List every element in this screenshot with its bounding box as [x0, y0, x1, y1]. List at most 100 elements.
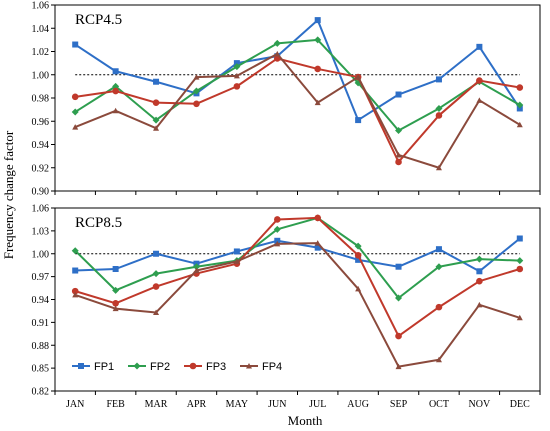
legend-label-fp1: FP1: [94, 361, 114, 373]
data-point-fp4: [193, 74, 200, 80]
y-tick-label: 0.91: [32, 318, 50, 329]
legend-marker-fp2: [133, 362, 141, 370]
data-point-fp2: [233, 63, 241, 71]
data-point-fp1: [314, 17, 321, 24]
x-tick-label: JUN: [268, 399, 286, 410]
data-point-fp2: [435, 263, 443, 271]
data-point-fp3: [233, 83, 241, 90]
legend-marker-fp4: [246, 363, 252, 369]
data-point-fp4: [153, 309, 160, 315]
data-point-fp2: [152, 116, 160, 124]
x-tick-label: JAN: [66, 399, 84, 410]
data-point-fp3: [516, 265, 524, 273]
data-point-fp2: [112, 286, 120, 294]
y-axis-label: Frequency change factor: [1, 130, 16, 259]
y-tick-label: 0.85: [32, 364, 50, 375]
y-tick-label: 1.03: [32, 226, 50, 237]
panel-title: RCP4.5: [75, 12, 122, 28]
data-point-fp4: [516, 314, 523, 321]
data-point-fp2: [71, 247, 79, 255]
data-point-fp3: [354, 251, 362, 259]
series-line-fp4: [74, 52, 521, 169]
y-tick-label: 1.02: [32, 47, 50, 58]
x-tick-label: APR: [187, 399, 207, 410]
x-tick-label: DEC: [510, 399, 530, 410]
data-point-fp1: [153, 250, 160, 257]
data-point-fp1: [516, 235, 523, 242]
data-point-fp3: [152, 283, 160, 290]
data-point-fp4: [355, 74, 362, 80]
series-line-fp3: [75, 57, 520, 163]
panel-rcp45: 0.90 0.92 0.94 0.96 0.98 1.00 1.02 1.04 1.06 RCP4…: [32, 1, 541, 198]
data-point-fp4: [274, 50, 281, 57]
data-point-fp4: [153, 125, 160, 131]
data-point-fp1: [476, 268, 483, 275]
x-tick-label: SEP: [390, 399, 408, 410]
data-point-fp4: [476, 301, 483, 308]
y-tick-label: 1.06: [32, 204, 50, 215]
data-point-fp1: [112, 68, 119, 75]
series-line-fp3: [74, 216, 521, 338]
data-point-fp3: [435, 112, 443, 119]
data-point-fp1: [355, 256, 362, 263]
x-tick-label: OCT: [429, 399, 449, 410]
data-point-fp2: [395, 127, 403, 135]
y-tick-label: 0.94: [32, 140, 50, 151]
data-point-fp1: [72, 41, 79, 48]
data-point-fp4: [314, 240, 321, 246]
data-point-fp1: [395, 91, 402, 98]
data-point-fp2: [354, 242, 362, 250]
legend-label-fp3: FP3: [206, 361, 226, 373]
series-line-fp1: [74, 19, 521, 122]
legend-marker-fp3: [189, 362, 197, 370]
panel-rcp85: 0.82 0.85 0.88 0.91 0.94 0.97 1.00 1.03 1.06 RCP8…: [32, 204, 541, 410]
x-axis-label: Month: [288, 413, 323, 428]
data-point-fp3: [395, 332, 402, 340]
data-point-fp2: [112, 82, 120, 90]
data-point-fp2: [475, 255, 483, 263]
y-tick-label: 1.00: [32, 249, 50, 260]
y-tick-label: 0.94: [32, 295, 50, 306]
data-point-fp3: [71, 287, 79, 295]
data-point-fp1: [233, 248, 240, 255]
data-point-fp1: [153, 78, 160, 85]
data-point-fp1: [314, 244, 321, 251]
data-point-fp1: [274, 237, 281, 244]
data-point-fp2: [273, 225, 281, 233]
data-point-fp3: [273, 216, 281, 223]
data-point-fp3: [314, 214, 322, 222]
data-point-fp1: [435, 246, 442, 253]
y-tick-label: 0.92: [32, 163, 50, 174]
data-point-fp1: [72, 267, 79, 274]
y-tick-label: 0.96: [32, 117, 50, 128]
series-line-fp2: [74, 38, 521, 132]
data-point-fp4: [72, 291, 79, 298]
data-point-fp3: [395, 158, 402, 166]
data-point-fp3: [71, 93, 79, 101]
data-point-fp3: [112, 300, 119, 307]
x-tick-label: MAR: [145, 399, 168, 410]
data-point-fp4: [72, 124, 79, 130]
data-point-fp2: [516, 101, 524, 109]
data-point-fp4: [395, 151, 402, 158]
legend-marker-fp1: [78, 363, 84, 369]
data-point-fp1: [355, 117, 362, 124]
x-tick-label: NOV: [469, 399, 491, 410]
data-point-fp2: [314, 36, 322, 44]
data-point-fp4: [435, 356, 442, 363]
data-point-fp3: [112, 87, 119, 95]
plot-frame: [54, 4, 541, 192]
data-point-fp1: [395, 263, 402, 270]
data-point-fp3: [314, 65, 322, 73]
data-point-fp3: [435, 303, 443, 311]
data-point-fp4: [112, 305, 119, 312]
data-point-fp2: [192, 87, 200, 95]
data-point-fp3: [476, 277, 483, 285]
x-tick-label: MAY: [226, 399, 248, 410]
data-point-fp2: [152, 270, 160, 278]
y-tick-label: 1.04: [32, 24, 50, 35]
data-point-fp1: [435, 76, 442, 83]
x-tick-label: FEB: [106, 399, 125, 410]
data-point-fp2: [395, 294, 403, 302]
data-point-fp2: [435, 104, 443, 112]
